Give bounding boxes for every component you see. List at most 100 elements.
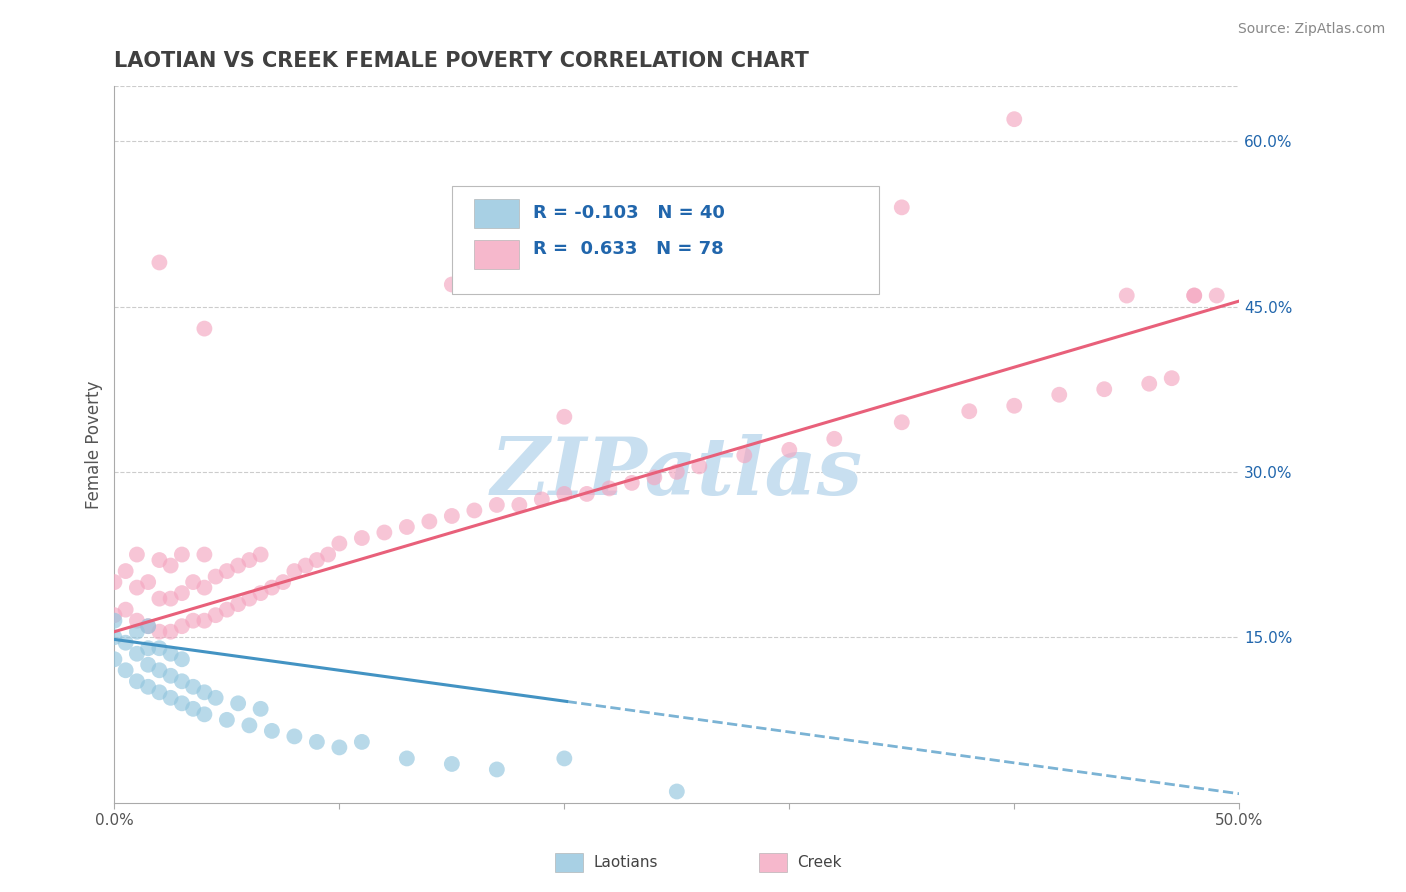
Point bbox=[159, 669, 181, 683]
Point bbox=[159, 690, 181, 705]
Point bbox=[305, 553, 328, 567]
Point bbox=[136, 641, 159, 656]
Point bbox=[1047, 388, 1070, 402]
Point bbox=[136, 619, 159, 633]
Text: LAOTIAN VS CREEK FEMALE POVERTY CORRELATION CHART: LAOTIAN VS CREEK FEMALE POVERTY CORRELAT… bbox=[114, 51, 810, 70]
Point bbox=[226, 696, 249, 710]
Point bbox=[665, 784, 688, 798]
Point bbox=[148, 685, 170, 699]
Point bbox=[181, 702, 204, 716]
Point bbox=[204, 608, 226, 623]
Point bbox=[238, 718, 260, 732]
Point bbox=[125, 647, 148, 661]
Point bbox=[890, 415, 912, 429]
Point bbox=[114, 602, 136, 616]
Point bbox=[1205, 288, 1227, 302]
Point bbox=[553, 751, 575, 765]
Point bbox=[136, 680, 159, 694]
Point bbox=[226, 597, 249, 611]
Point bbox=[485, 763, 508, 777]
Point bbox=[1137, 376, 1160, 391]
Point bbox=[125, 614, 148, 628]
Point bbox=[294, 558, 316, 573]
Point bbox=[440, 756, 463, 771]
Point bbox=[114, 663, 136, 677]
Point bbox=[136, 657, 159, 672]
Text: R = -0.103   N = 40: R = -0.103 N = 40 bbox=[533, 203, 724, 221]
Point bbox=[114, 564, 136, 578]
Point bbox=[170, 619, 193, 633]
Point bbox=[643, 470, 665, 484]
Point bbox=[395, 520, 418, 534]
Point bbox=[328, 740, 350, 755]
Point bbox=[778, 442, 800, 457]
Point bbox=[316, 548, 339, 562]
Point bbox=[665, 277, 688, 292]
Point bbox=[125, 581, 148, 595]
Point bbox=[148, 255, 170, 269]
Point bbox=[778, 222, 800, 236]
Point bbox=[485, 498, 508, 512]
Point bbox=[688, 459, 710, 474]
Point bbox=[204, 569, 226, 583]
Point bbox=[159, 558, 181, 573]
Point bbox=[170, 586, 193, 600]
Point bbox=[159, 647, 181, 661]
Point bbox=[170, 696, 193, 710]
Point bbox=[1182, 288, 1205, 302]
Point bbox=[373, 525, 395, 540]
Point bbox=[823, 432, 845, 446]
Text: Laotians: Laotians bbox=[593, 855, 658, 870]
Point bbox=[193, 548, 215, 562]
Point bbox=[114, 636, 136, 650]
Point bbox=[170, 652, 193, 666]
Point bbox=[1115, 288, 1137, 302]
Point bbox=[159, 624, 181, 639]
Point bbox=[170, 674, 193, 689]
Point bbox=[1092, 382, 1115, 396]
Point bbox=[125, 624, 148, 639]
Point bbox=[103, 575, 125, 590]
Point bbox=[395, 751, 418, 765]
Point bbox=[226, 558, 249, 573]
Point bbox=[260, 581, 283, 595]
Point bbox=[530, 492, 553, 507]
Point bbox=[271, 575, 294, 590]
Text: R =  0.633   N = 78: R = 0.633 N = 78 bbox=[533, 240, 724, 258]
Point bbox=[193, 707, 215, 722]
Point bbox=[193, 321, 215, 335]
Point bbox=[238, 591, 260, 606]
Point bbox=[665, 465, 688, 479]
Point bbox=[204, 690, 226, 705]
Point bbox=[181, 575, 204, 590]
Point bbox=[103, 608, 125, 623]
Point bbox=[148, 663, 170, 677]
Point bbox=[350, 531, 373, 545]
Point bbox=[193, 581, 215, 595]
Point bbox=[283, 730, 305, 744]
Point bbox=[125, 548, 148, 562]
Point bbox=[890, 200, 912, 214]
FancyBboxPatch shape bbox=[451, 186, 879, 293]
FancyBboxPatch shape bbox=[474, 199, 519, 228]
Point bbox=[350, 735, 373, 749]
Point bbox=[136, 575, 159, 590]
FancyBboxPatch shape bbox=[474, 240, 519, 268]
Point bbox=[328, 536, 350, 550]
Point bbox=[1002, 112, 1025, 127]
Point bbox=[249, 586, 271, 600]
Point bbox=[215, 602, 238, 616]
Point bbox=[103, 630, 125, 644]
Point bbox=[238, 553, 260, 567]
Text: ZIPatlas: ZIPatlas bbox=[491, 434, 863, 512]
Point bbox=[193, 685, 215, 699]
Point bbox=[1182, 288, 1205, 302]
Point bbox=[575, 487, 598, 501]
Point bbox=[215, 564, 238, 578]
Point bbox=[148, 553, 170, 567]
Point bbox=[215, 713, 238, 727]
Point bbox=[103, 652, 125, 666]
Y-axis label: Female Poverty: Female Poverty bbox=[86, 380, 103, 508]
Point bbox=[249, 702, 271, 716]
Point bbox=[125, 674, 148, 689]
